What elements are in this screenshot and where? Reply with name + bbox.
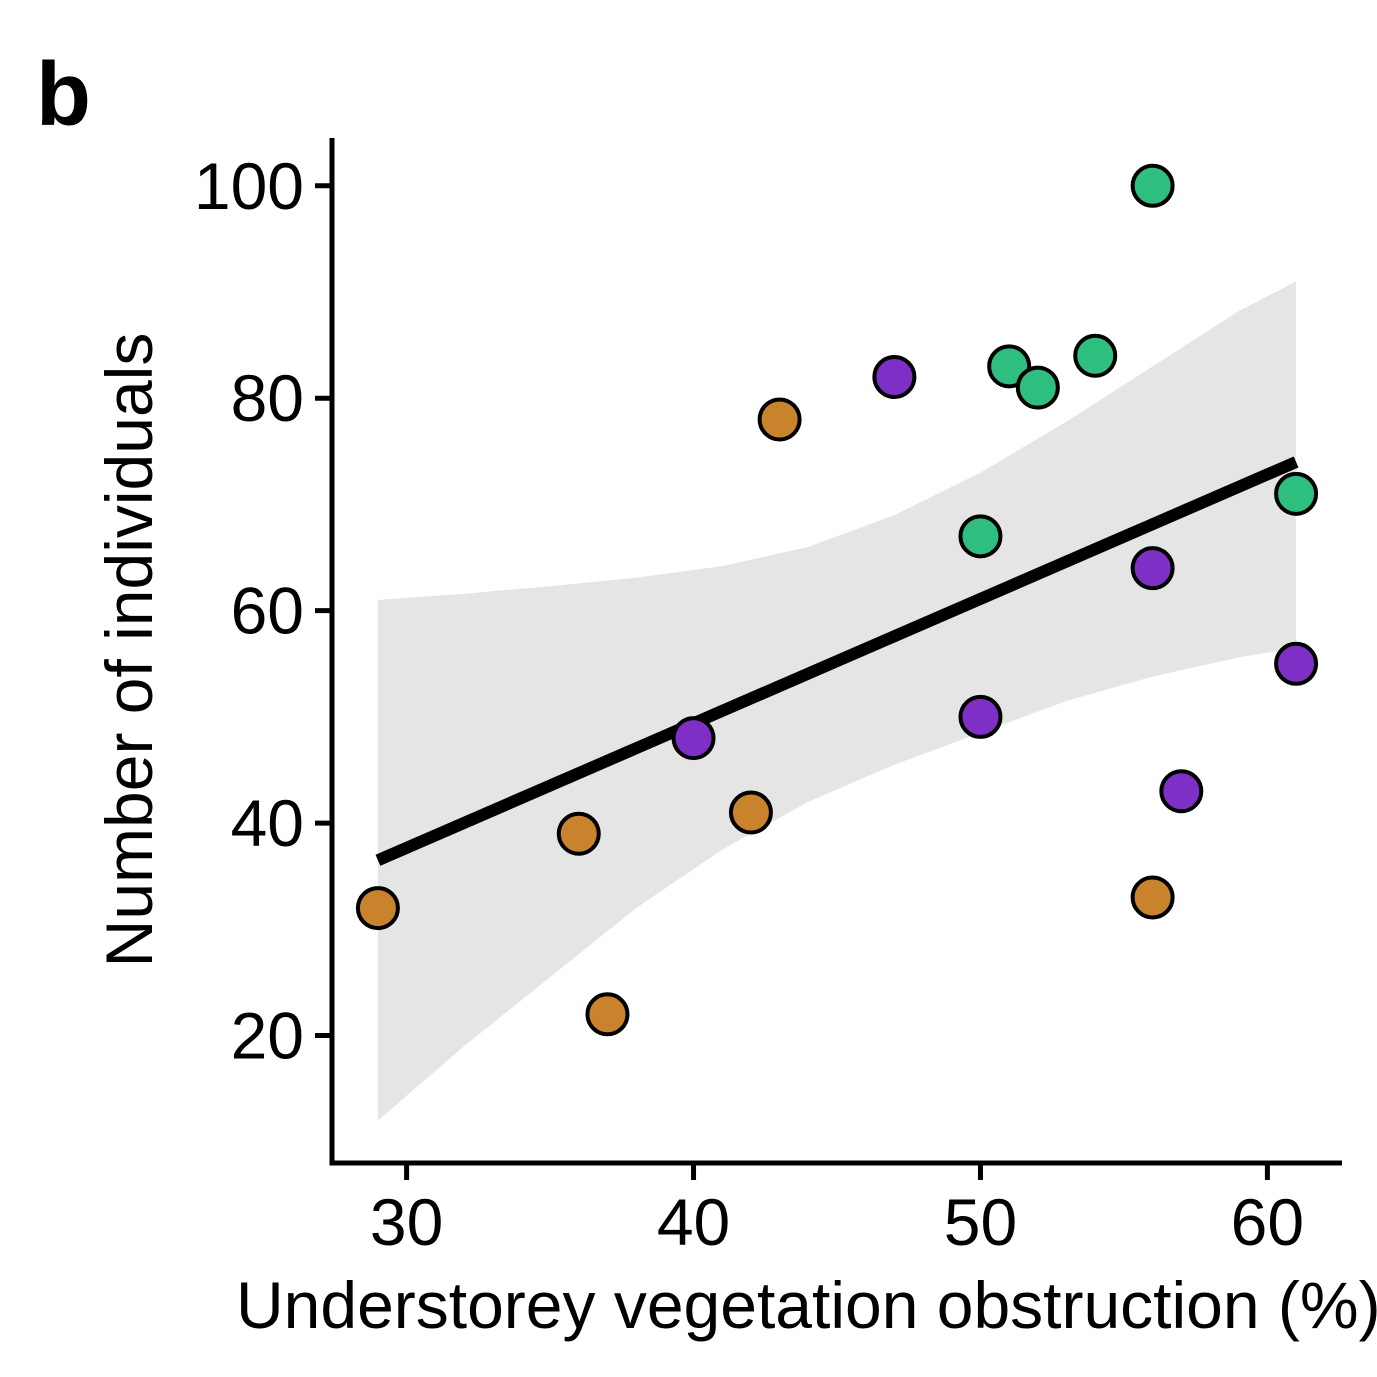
data-point	[671, 716, 716, 761]
data-point	[757, 397, 802, 442]
regression-line	[375, 456, 1299, 866]
data-point	[958, 514, 1003, 559]
y-ticks: 20 40 60 80 100	[194, 149, 332, 1073]
y-tick-label: 60	[231, 574, 304, 648]
y-tick-label: 80	[231, 361, 304, 435]
data-point	[1130, 163, 1175, 208]
y-tick-label: 40	[231, 786, 304, 860]
data-point	[1274, 471, 1319, 516]
data-point	[1130, 875, 1175, 920]
x-tick-label: 40	[657, 1185, 730, 1259]
data-point	[728, 790, 773, 835]
confidence-band	[377, 281, 1297, 1121]
panel-label: b	[36, 45, 91, 145]
y-tick-label: 100	[194, 149, 304, 223]
x-ticks: 30 40 50 60	[370, 1163, 1304, 1259]
data-point	[1015, 365, 1060, 410]
data-point	[872, 354, 917, 399]
data-point	[556, 811, 601, 856]
data-point	[1073, 333, 1118, 378]
data-point	[355, 886, 400, 931]
data-points-layer	[355, 163, 1319, 1037]
data-point	[1130, 546, 1175, 591]
data-point	[1159, 769, 1204, 814]
y-tick-label: 20	[231, 999, 304, 1073]
confidence-band-layer	[377, 281, 1297, 1121]
data-point	[585, 992, 630, 1037]
data-point	[958, 694, 1003, 739]
x-tick-label: 30	[370, 1185, 443, 1259]
data-point	[1274, 641, 1319, 686]
y-axis-label: Number of individuals	[92, 333, 166, 968]
x-axis-label: Understorey vegetation obstruction (%)	[236, 1268, 1377, 1342]
x-tick-label: 60	[1231, 1185, 1304, 1259]
x-tick-label: 50	[944, 1185, 1017, 1259]
regression-line-layer	[375, 456, 1299, 866]
